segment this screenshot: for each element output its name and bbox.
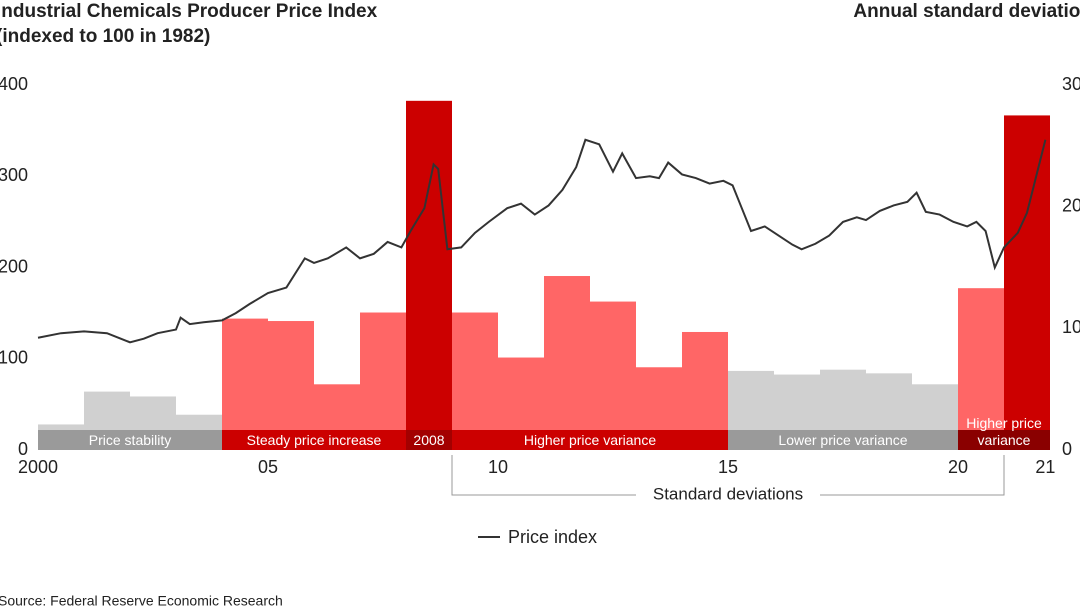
period-label: Steady price increase bbox=[246, 432, 382, 448]
x-tick-label: 21 bbox=[1035, 457, 1055, 477]
bar bbox=[406, 100, 452, 451]
bar bbox=[222, 318, 268, 450]
price-line bbox=[37, 138, 1047, 344]
y2-tick-label: 0 bbox=[1062, 439, 1072, 459]
chart-subtitle: (indexed to 100 in 1982) bbox=[0, 26, 210, 47]
bar bbox=[958, 288, 1004, 450]
x-tick-label: 2000 bbox=[18, 457, 58, 477]
period-band bbox=[38, 430, 222, 450]
y2-tick-label: 20 bbox=[1062, 195, 1080, 215]
y-tick-label: 200 bbox=[0, 256, 28, 276]
bar bbox=[452, 312, 498, 450]
period-label: 2008 bbox=[413, 432, 445, 448]
x-tick-label: 20 bbox=[948, 457, 968, 477]
bar bbox=[590, 301, 636, 450]
chart-title: Industrial Chemicals Producer Price Inde… bbox=[0, 1, 378, 22]
x-tick-label: 15 bbox=[718, 457, 738, 477]
bar bbox=[544, 276, 590, 450]
x-tick-label: 10 bbox=[488, 457, 508, 477]
bracket-label: Standard deviations bbox=[653, 484, 803, 503]
period-band bbox=[406, 430, 452, 450]
period-band bbox=[452, 430, 728, 450]
bar bbox=[360, 312, 406, 450]
y-tick-label: 0 bbox=[18, 439, 28, 459]
source: Source: Federal Reserve Economic Researc… bbox=[0, 593, 283, 609]
y2-tick-label: 30 bbox=[1062, 74, 1080, 94]
period-band bbox=[958, 430, 1050, 450]
period-band bbox=[728, 430, 958, 450]
y-tick-label: 100 bbox=[0, 348, 28, 368]
bar bbox=[1004, 115, 1050, 451]
y2-tick-label: 10 bbox=[1062, 317, 1080, 337]
period-label: Higher price variance bbox=[523, 432, 657, 448]
bracket bbox=[451, 455, 1005, 496]
period-label: Price stability bbox=[88, 432, 172, 448]
period-label: Higher price variance bbox=[966, 415, 1042, 448]
period-band bbox=[222, 430, 406, 450]
y2-axis-title: Annual standard deviation bbox=[853, 1, 1080, 22]
x-tick-label: 05 bbox=[258, 457, 278, 477]
y-tick-label: 400 bbox=[0, 74, 28, 94]
legend-label: Price index bbox=[508, 527, 597, 547]
bar bbox=[268, 321, 314, 450]
period-label: Lower price variance bbox=[778, 432, 908, 448]
y-tick-label: 300 bbox=[0, 165, 28, 185]
